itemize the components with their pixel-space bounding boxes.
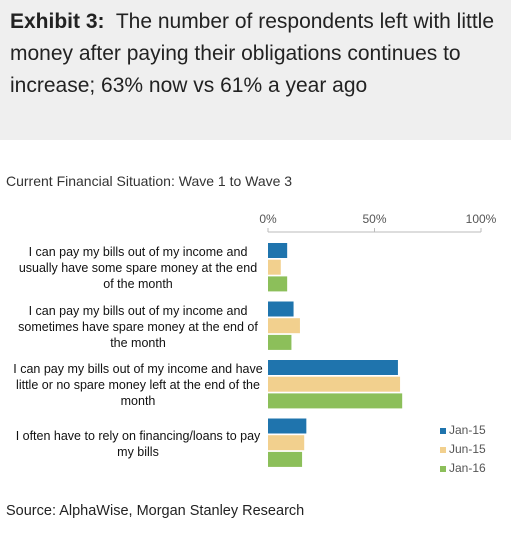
legend-label: Jan-15	[449, 423, 486, 437]
category-label: I often have to rely on financing/loans …	[15, 428, 261, 459]
bar	[268, 418, 307, 434]
category-label: I can pay my bills out of my income and …	[13, 362, 263, 409]
bar	[268, 393, 403, 409]
bar	[268, 334, 292, 350]
bar	[268, 376, 401, 392]
header-label: Exhibit 3:	[10, 10, 105, 33]
bar	[268, 318, 300, 334]
header-title: The number of respondents left with litt…	[10, 10, 495, 97]
category-label: I can pay my bills out of my income and …	[18, 303, 258, 350]
legend-label: Jun-15	[449, 442, 486, 456]
header-text: Exhibit 3: The number of respondents lef…	[0, 0, 511, 102]
legend-swatch	[440, 447, 446, 453]
bar	[268, 301, 294, 317]
x-tick-label: 0%	[259, 212, 277, 226]
chart-title: Current Financial Situation: Wave 1 to W…	[6, 173, 293, 189]
category-label: I can pay my bills out of my income and …	[18, 245, 258, 292]
bar	[268, 276, 288, 292]
header: Exhibit 3: The number of respondents lef…	[0, 0, 511, 140]
legend-label: Jan-16	[449, 461, 486, 475]
bar	[268, 360, 398, 375]
bar	[268, 243, 288, 258]
bar	[268, 451, 303, 467]
x-tick-label: 100%	[466, 212, 497, 226]
source: Source: AlphaWise, Morgan Stanley Resear…	[6, 503, 305, 519]
bar	[268, 435, 305, 451]
bar	[268, 259, 281, 275]
x-tick-label: 50%	[362, 212, 386, 226]
legend-swatch	[440, 428, 446, 434]
legend-swatch	[440, 466, 446, 472]
